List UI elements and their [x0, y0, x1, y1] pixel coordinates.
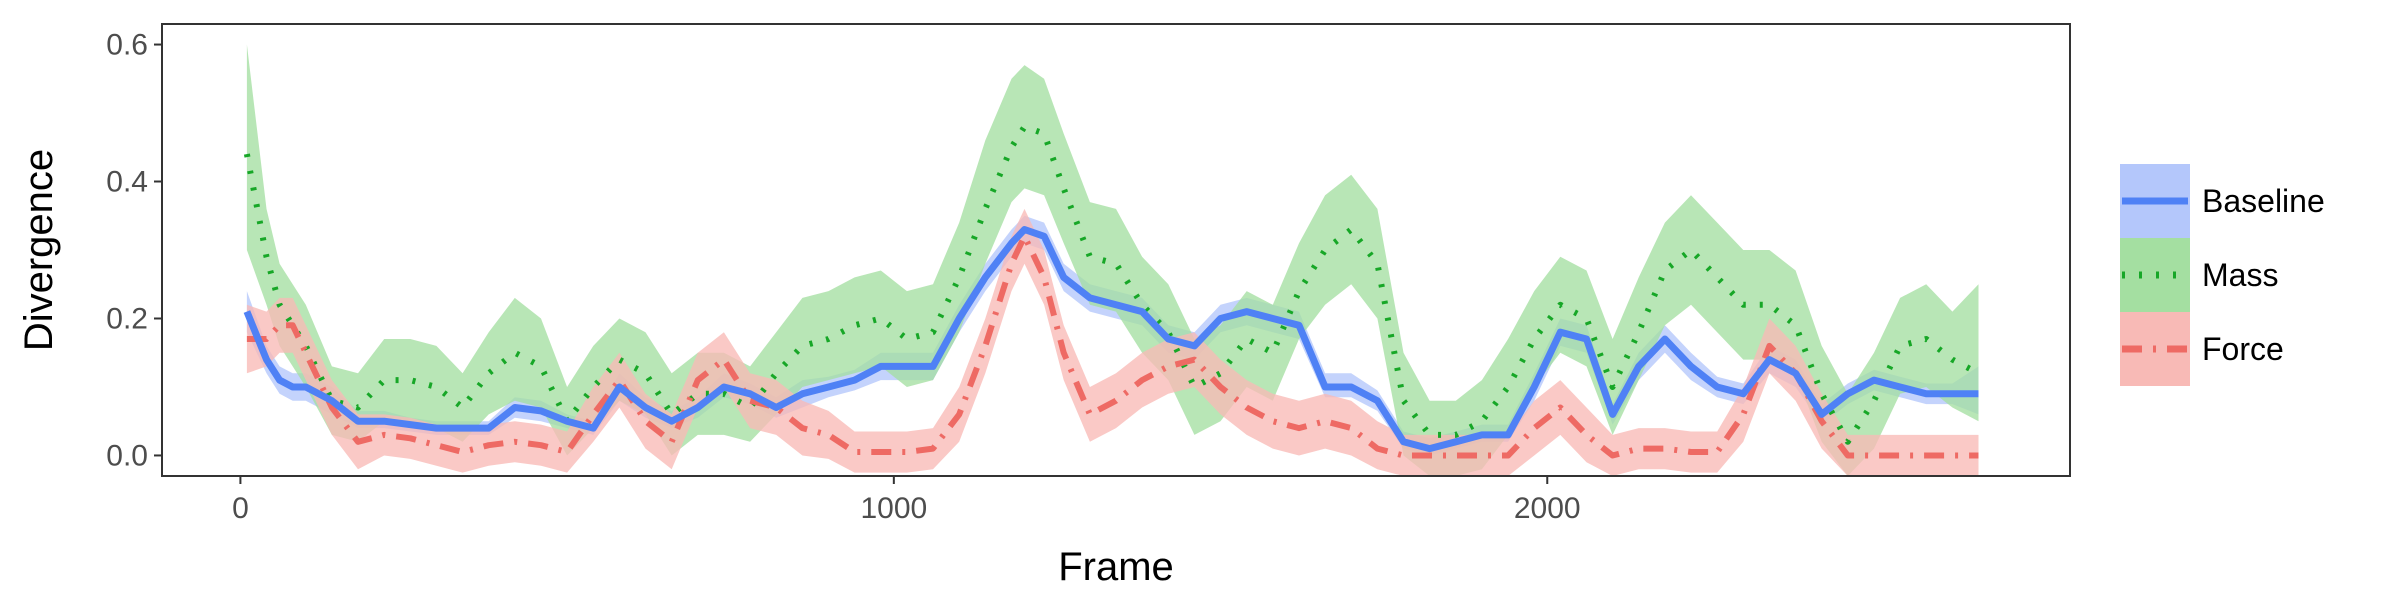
x-axis-title: Frame [1058, 545, 1174, 589]
x-tick-label: 2000 [1514, 492, 1581, 525]
x-tick-label: 0 [232, 492, 249, 525]
line-mass [243, 123, 1980, 445]
x-tick-label: 1000 [860, 492, 927, 525]
line-baseline [243, 226, 1979, 453]
legend-item-force: Force [2120, 312, 2284, 386]
plot-border [161, 23, 2071, 477]
y-tick-label: 0.2 [106, 302, 148, 335]
y-axis: 0.0 0.2 0.4 0.6 [106, 29, 162, 472]
y-tick-label: 0.6 [106, 29, 148, 62]
legend-label: Baseline [2202, 183, 2325, 219]
series-lines [243, 123, 1980, 459]
y-tick-label: 0.4 [106, 166, 148, 199]
y-axis-title: Divergence [17, 149, 61, 351]
legend-item-baseline: Baseline [2120, 164, 2325, 238]
line-force [246, 233, 1979, 459]
legend-item-mass: Mass [2120, 238, 2278, 312]
legend: Baseline Mass Force [2120, 164, 2325, 386]
legend-key-band [2120, 238, 2190, 312]
x-axis: 0 1000 2000 [232, 476, 1581, 525]
legend-label: Force [2202, 331, 2284, 367]
legend-label: Mass [2202, 257, 2278, 293]
y-tick-label: 0.0 [106, 439, 148, 472]
